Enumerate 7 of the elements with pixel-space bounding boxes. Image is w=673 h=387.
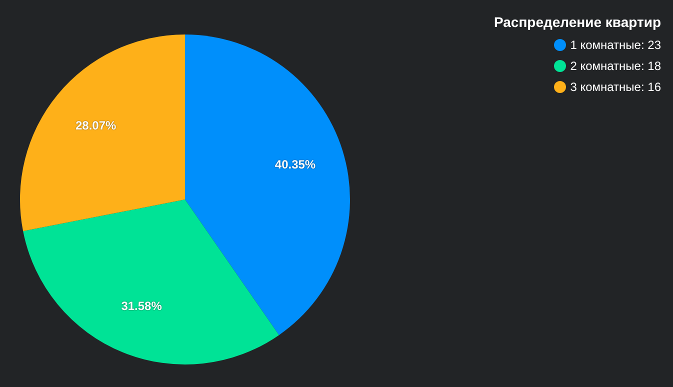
data-label: 28.07% xyxy=(75,118,117,132)
legend-label: 3 комнатные: 16 xyxy=(570,80,661,94)
data-label: 31.58% xyxy=(121,298,162,313)
data-label: 40.35% xyxy=(274,157,316,172)
legend-label: 1 комнатные: 23 xyxy=(570,38,661,52)
legend-label: 2 комнатные: 18 xyxy=(570,59,661,73)
legend-title: Распределение квартир xyxy=(492,14,661,30)
